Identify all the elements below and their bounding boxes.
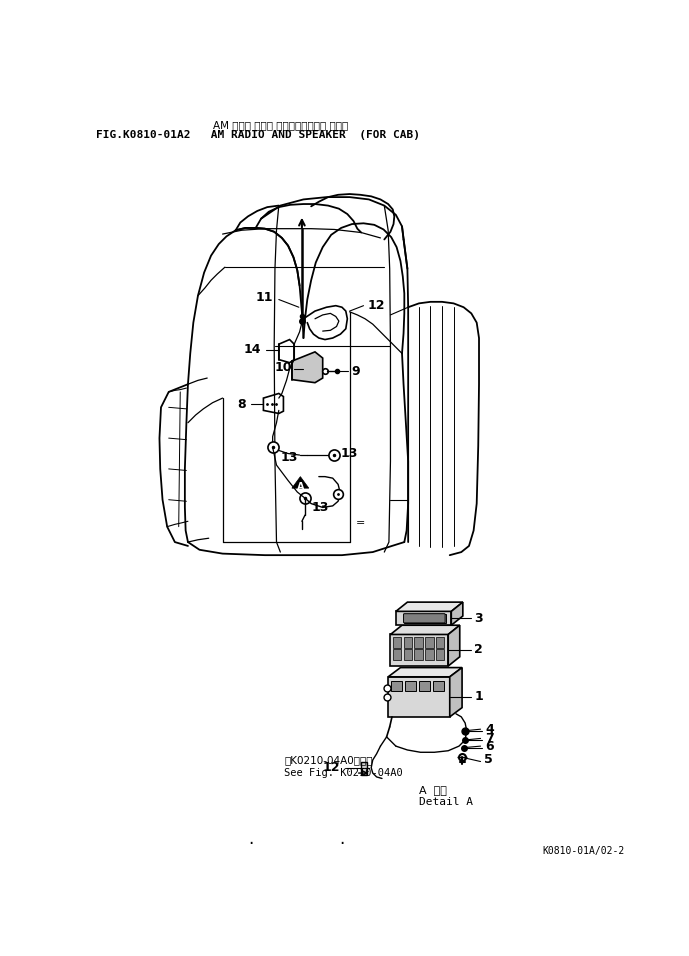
Text: 11: 11 [255,292,273,304]
Text: 4: 4 [485,723,494,736]
Text: .: . [249,830,254,848]
Text: 13: 13 [311,501,329,514]
Bar [361,762,367,774]
Polygon shape [388,667,462,677]
Polygon shape [436,637,444,647]
Polygon shape [449,625,460,666]
Polygon shape [404,649,412,660]
Text: 2: 2 [475,643,483,657]
Text: =: = [356,518,365,528]
Polygon shape [414,649,423,660]
Polygon shape [393,637,401,647]
Polygon shape [425,637,433,647]
Polygon shape [388,677,450,717]
Polygon shape [425,649,433,660]
Polygon shape [396,612,451,625]
Polygon shape [451,602,463,625]
Polygon shape [391,682,402,690]
Polygon shape [450,667,462,717]
Text: Detail A: Detail A [419,797,473,807]
Polygon shape [396,602,463,612]
Text: A  詳細: A 詳細 [419,785,447,794]
FancyBboxPatch shape [404,614,445,623]
Text: 12: 12 [323,761,340,774]
Polygon shape [393,649,401,660]
Text: 8: 8 [237,398,246,411]
Polygon shape [292,477,309,489]
Text: AM ラジオ および スピーカ（キャブ ヨウ）: AM ラジオ および スピーカ（キャブ ヨウ） [214,120,349,130]
Text: A: A [297,483,304,492]
Text: 9: 9 [351,364,360,378]
Text: See Fig. K0210-04A0: See Fig. K0210-04A0 [284,768,403,777]
Polygon shape [391,635,449,666]
Text: 3: 3 [475,612,483,625]
Polygon shape [263,394,283,414]
Polygon shape [433,682,444,690]
Polygon shape [405,682,416,690]
Polygon shape [436,649,444,660]
Text: FIG.K0810-01A2   AM RADIO AND SPEAKER  (FOR CAB): FIG.K0810-01A2 AM RADIO AND SPEAKER (FOR… [96,130,420,141]
Text: 10: 10 [274,360,292,374]
Text: 13: 13 [280,451,298,464]
Text: 7: 7 [485,732,494,745]
Polygon shape [414,637,423,647]
Text: 6: 6 [485,740,494,752]
Text: 5: 5 [484,753,493,767]
Text: K0810-01A/02-2: K0810-01A/02-2 [542,846,624,857]
Polygon shape [404,614,446,623]
Polygon shape [292,352,322,382]
Text: 14: 14 [244,343,261,356]
Text: 12: 12 [367,299,385,313]
Text: 13: 13 [340,447,358,460]
Polygon shape [279,339,294,362]
Text: .: . [339,830,344,848]
Text: 第K0210-04A0図参照: 第K0210-04A0図参照 [284,755,373,766]
Polygon shape [391,625,460,635]
Polygon shape [419,682,430,690]
Text: 1: 1 [475,690,483,704]
Polygon shape [404,637,412,647]
